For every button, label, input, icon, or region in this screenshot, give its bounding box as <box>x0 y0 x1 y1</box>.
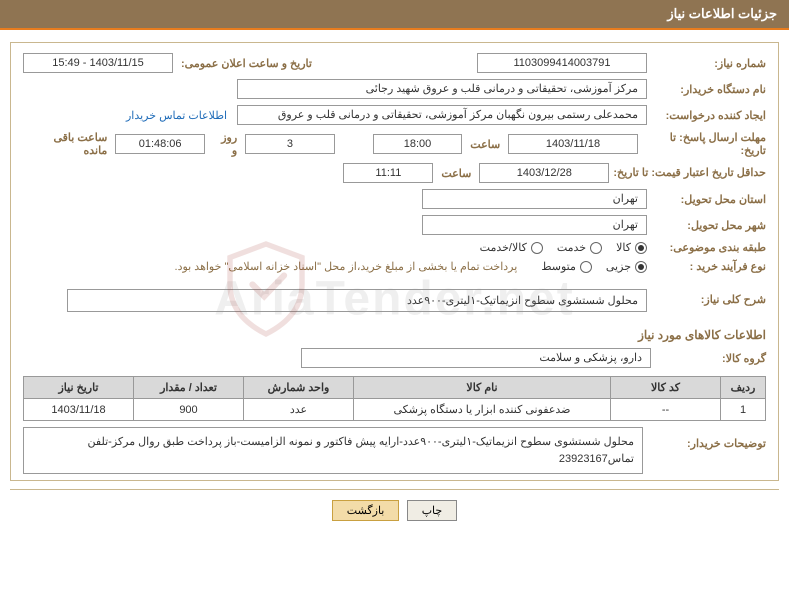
label-buyer-org: نام دستگاه خریدار: <box>651 83 766 96</box>
radio-both[interactable] <box>531 242 543 254</box>
label-purchase-type: نوع فرآیند خرید : <box>651 260 766 273</box>
td-unit: عدد <box>244 399 354 421</box>
field-item-group: دارو، پزشکی و سلامت <box>301 348 651 368</box>
th-name: نام کالا <box>354 377 611 399</box>
td-date: 1403/11/18 <box>24 399 134 421</box>
radio-partial-label: جزیی <box>606 260 631 273</box>
field-remain-days: 3 <box>245 134 335 154</box>
field-price-valid-time: 11:11 <box>343 163 433 183</box>
link-buyer-contact[interactable]: اطلاعات تماس خریدار <box>126 109 227 122</box>
radio-service[interactable] <box>590 242 602 254</box>
panel-header: جزئیات اطلاعات نیاز <box>0 0 789 28</box>
label-need-number: شماره نیاز: <box>651 57 766 70</box>
th-code: کد کالا <box>611 377 721 399</box>
back-button[interactable]: بازگشت <box>332 500 400 521</box>
label-announce-date: تاریخ و ساعت اعلان عمومی: <box>181 57 312 70</box>
radio-service-label: خدمت <box>557 241 586 254</box>
field-reply-time: 18:00 <box>373 134 463 154</box>
field-need-number: 1103099414003791 <box>477 53 647 73</box>
radio-partial[interactable] <box>635 261 647 273</box>
field-buyer-notes: محلول شستشوی سطوح انزیماتیک-۱لیتری-۹۰۰عد… <box>23 427 643 474</box>
radio-both-label: کالا/خدمت <box>480 241 527 254</box>
th-date: تاریخ نیاز <box>24 377 134 399</box>
divider-bottom <box>10 489 779 490</box>
field-city: تهران <box>422 215 647 235</box>
field-announce-date: 1403/11/15 - 15:49 <box>23 53 173 73</box>
radio-medium-label: متوسط <box>541 260 576 273</box>
field-price-valid-date: 1403/12/28 <box>479 163 609 183</box>
label-price-valid: حداقل تاریخ اعتبار قیمت: تا تاریخ: <box>613 166 766 180</box>
radio-medium[interactable] <box>580 261 592 273</box>
label-requester: ایجاد کننده درخواست: <box>651 109 766 122</box>
field-province: تهران <box>422 189 647 209</box>
field-remain-time: 01:48:06 <box>115 134 205 154</box>
label-reply-deadline: مهلت ارسال پاسخ: تا تاریخ: <box>642 131 766 157</box>
td-name: ضدعفونی کننده ابزار یا دستگاه پزشکی <box>354 399 611 421</box>
th-unit: واحد شمارش <box>244 377 354 399</box>
label-hour-1: ساعت <box>470 138 500 151</box>
panel-title: جزئیات اطلاعات نیاز <box>667 6 777 21</box>
field-requester: محمدعلی رستمی بیرون نگهبان مرکز آموزشی، … <box>237 105 647 125</box>
label-days-and: روز و <box>213 131 237 157</box>
radio-goods-label: کالا <box>616 241 631 254</box>
th-row: ردیف <box>721 377 766 399</box>
field-general-desc: محلول شستشوی سطوح انزیماتیک-۱لیتری-۹۰۰عد… <box>67 289 647 312</box>
td-qty: 900 <box>134 399 244 421</box>
label-category: طبقه بندی موضوعی: <box>651 241 766 254</box>
label-province: استان محل تحویل: <box>651 193 766 206</box>
purchase-note: پرداخت تمام یا بخشی از مبلغ خرید،از محل … <box>175 260 518 273</box>
divider-orange <box>0 28 789 30</box>
td-code: -- <box>611 399 721 421</box>
label-buyer-notes: توضیحات خریدار: <box>651 437 766 450</box>
field-reply-date: 1403/11/18 <box>508 134 637 154</box>
td-row: 1 <box>721 399 766 421</box>
label-remaining: ساعت باقی مانده <box>27 131 107 157</box>
label-hour-2: ساعت <box>441 167 471 180</box>
main-panel: شماره نیاز: 1103099414003791 تاریخ و ساع… <box>10 42 779 481</box>
label-city: شهر محل تحویل: <box>651 219 766 232</box>
radio-group-category: کالا خدمت کالا/خدمت <box>480 241 647 254</box>
label-general-desc: شرح کلی نیاز: <box>651 293 766 306</box>
table-row: 1 -- ضدعفونی کننده ابزار یا دستگاه پزشکی… <box>24 399 766 421</box>
radio-goods[interactable] <box>635 242 647 254</box>
button-bar: چاپ بازگشت <box>0 500 789 521</box>
section-items-title: اطلاعات کالاهای مورد نیاز <box>23 328 766 342</box>
items-table: ردیف کد کالا نام کالا واحد شمارش تعداد /… <box>23 376 766 421</box>
th-qty: تعداد / مقدار <box>134 377 244 399</box>
field-buyer-org: مرکز آموزشی، تحقیقاتی و درمانی قلب و عرو… <box>237 79 647 99</box>
print-button[interactable]: چاپ <box>407 500 458 521</box>
radio-group-ptype: جزیی متوسط <box>541 260 647 273</box>
label-item-group: گروه کالا: <box>651 352 766 365</box>
